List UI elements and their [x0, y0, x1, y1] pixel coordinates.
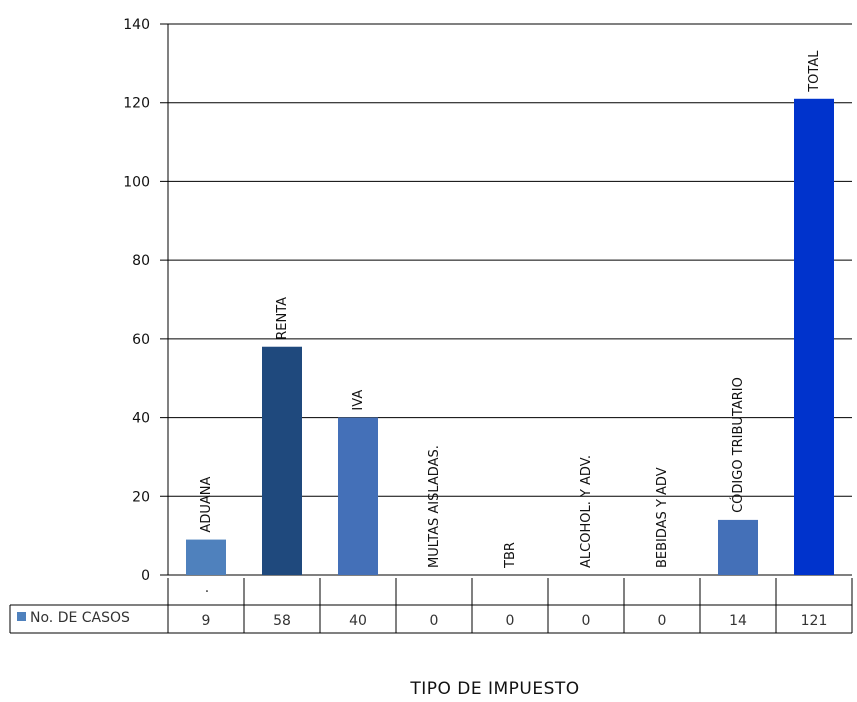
category-label: BEBIDAS Y ADV: [655, 467, 670, 568]
category-label: MULTAS AISLADAS.: [427, 445, 442, 568]
y-tick-label: 100: [123, 174, 150, 190]
bar: [338, 417, 378, 575]
y-tick-label: 60: [132, 332, 150, 348]
y-tick-label: 120: [123, 96, 150, 112]
stray-mark: .: [205, 580, 209, 596]
category-label: CÓDIGO TRIBUTARIO: [730, 377, 746, 513]
table-value: 40: [349, 613, 367, 629]
category-label: ADUANA: [199, 477, 214, 533]
bar: [718, 519, 758, 575]
category-label: TBR: [503, 542, 518, 569]
bar: [186, 539, 226, 575]
y-tick-label: 80: [132, 253, 150, 269]
category-label: TOTAL: [807, 50, 822, 93]
legend-series-name: No. DE CASOS: [30, 610, 130, 626]
category-label: IVA: [351, 390, 366, 411]
table-value: 0: [506, 613, 515, 629]
bars: [186, 98, 834, 576]
table-value: 0: [582, 613, 591, 629]
category-label: RENTA: [275, 297, 290, 340]
legend-entry: No. DE CASOS: [17, 610, 130, 626]
table-value: 0: [430, 613, 439, 629]
data-table: 9 58 40 0 0 0 0 14 121: [9, 578, 853, 634]
bar: [262, 346, 302, 575]
bar: [794, 98, 834, 576]
y-tick-label: 20: [132, 489, 150, 505]
category-label: ALCOHOL. Y ADV.: [579, 455, 594, 568]
y-axis-ticks: 0 20 40 60 80 100 120 140: [123, 17, 150, 584]
y-tick-label: 140: [123, 17, 150, 33]
table-value: 0: [658, 613, 667, 629]
table-value: 58: [273, 613, 291, 629]
table-value: 9: [202, 613, 211, 629]
y-tick-label: 40: [132, 411, 150, 427]
table-value: 121: [801, 613, 828, 629]
category-labels: ADUANA RENTA IVA MULTAS AISLADAS. TBR ALCOHOL…: [199, 50, 822, 569]
x-axis-title: TIPO DE IMPUESTO: [409, 679, 579, 699]
legend-marker: [17, 612, 26, 621]
table-value: 14: [729, 613, 747, 629]
y-tick-label: 0: [141, 568, 150, 584]
